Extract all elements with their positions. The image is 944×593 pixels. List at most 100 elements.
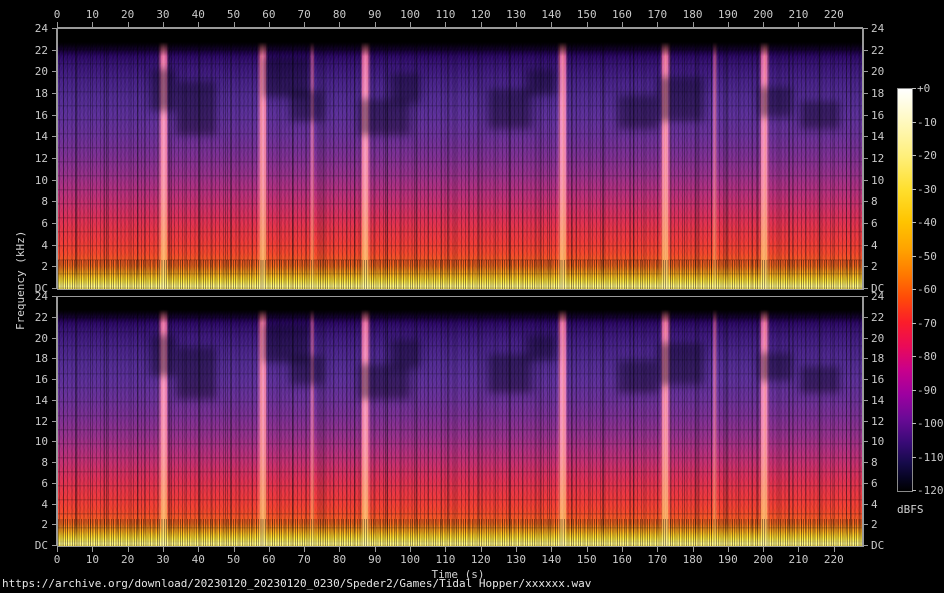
x-axis-tick-label: 110 [435,553,456,566]
y-axis-tick [863,399,868,401]
y-axis-tick-label: 14 [871,130,885,144]
colorbar-tick [912,356,916,357]
x-axis-tick-label: 0 [53,8,61,21]
y-axis-tick [863,266,868,268]
y-axis-tick [52,316,57,318]
y-axis-tick-label: 4 [41,497,49,511]
colorbar-tick [912,456,916,458]
y-axis-tick [52,288,57,289]
colorbar-tick-label: -50 [917,249,937,263]
y-axis-tick-label: 14 [34,130,49,144]
x-axis-tick [127,22,129,27]
x-axis-tick-label: 180 [682,8,703,21]
x-axis-tick-label: 160 [612,8,632,21]
y-axis-tick-label: 6 [41,217,49,230]
colorbar-tick [912,423,916,424]
colorbar-tick [912,255,916,257]
y-axis-tick-label: 24 [34,290,49,303]
y-axis-tick [52,93,57,94]
x-axis-tick-label: 70 [297,553,311,566]
y-axis-tick [52,201,57,203]
y-axis-tick [52,462,57,463]
y-axis-tick [863,244,868,246]
x-axis-tick [551,22,553,27]
y-axis-tick [863,524,868,526]
y-axis-tick [52,28,57,29]
y-axis-tick [52,179,57,181]
x-axis-tick [515,547,517,552]
y-axis-tick-label: 4 [871,238,878,252]
x-axis-tick-label: 150 [576,8,597,21]
y-axis-tick [863,337,868,339]
colorbar-tick-label: -10 [917,115,937,129]
x-axis-tick-label: 80 [332,553,347,566]
y-axis-tick [52,158,57,159]
x-axis-line [57,27,863,28]
y-axis-tick [52,545,57,546]
colorbar-tick [912,121,916,123]
y-axis-tick [863,316,868,318]
y-axis-line [56,296,57,546]
x-axis-tick-label: 40 [191,553,205,566]
x-axis-tick-label: 140 [541,553,562,566]
x-axis-tick-label: 120 [470,8,491,21]
y-axis-tick-label: 20 [871,331,885,345]
y-axis-tick [52,337,57,339]
x-axis-tick [233,547,235,552]
x-axis-tick [304,22,306,27]
x-axis-tick [268,22,270,27]
y-axis-tick [52,524,57,526]
x-axis-tick [445,22,447,27]
x-axis-tick-label: 110 [435,8,456,21]
y-axis-tick-label: 18 [34,87,49,100]
x-axis-tick [374,22,376,27]
x-axis-tick-label: 190 [717,8,738,21]
x-axis-tick-label: 150 [576,553,597,566]
x-axis-tick [268,547,270,552]
x-axis-tick-label: 180 [682,553,703,566]
y-axis-tick [52,244,57,246]
x-axis-tick [727,22,729,27]
spectrogram-high-frequency-cutoff [58,29,863,289]
x-axis-tick [480,22,482,27]
y-axis-line [862,28,863,289]
y-axis-tick-label: 22 [34,310,49,324]
x-axis-tick [162,22,164,27]
y-axis-tick-label: 14 [871,393,885,407]
spectrogram-panel-right[interactable] [57,296,864,547]
x-axis-tick [833,547,835,552]
y-axis-tick-label: 22 [871,43,885,57]
x-axis-tick [586,547,588,552]
y-axis-tick [863,296,868,297]
y-axis-tick [52,420,57,422]
colorbar-tick [912,490,916,491]
x-axis-tick [410,547,412,552]
colorbar-tick [912,88,916,89]
x-axis-tick [57,547,58,552]
x-axis-tick-label: 200 [753,553,774,566]
colorbar-tick [912,389,916,391]
x-axis-tick-label: 90 [368,553,382,566]
y-axis-tick [52,223,57,224]
y-axis-tick-label: 2 [871,518,878,532]
y-axis-tick-label: 2 [41,518,49,532]
x-axis-tick [92,547,94,552]
x-axis-tick-label: 80 [332,8,347,21]
x-axis-tick [657,22,659,27]
y-axis-tick-label: 8 [871,195,878,209]
y-axis-tick-label: 14 [34,393,49,407]
x-axis-tick [57,22,58,27]
y-axis-tick-label: 20 [34,331,49,345]
x-axis-tick-label: 100 [400,553,421,566]
colorbar-tick [912,222,916,223]
x-axis-tick-label: 10 [85,553,99,566]
y-axis-tick-label: 22 [871,310,885,324]
y-axis-tick [863,545,868,546]
x-axis-tick-label: 100 [400,8,421,21]
x-axis-tick-label: 130 [506,553,526,566]
y-axis-tick [863,28,868,29]
x-axis-tick-label: 30 [156,8,170,21]
spectrogram-panel-left[interactable] [57,28,864,290]
x-axis-tick [480,547,482,552]
x-axis-tick [198,547,200,552]
